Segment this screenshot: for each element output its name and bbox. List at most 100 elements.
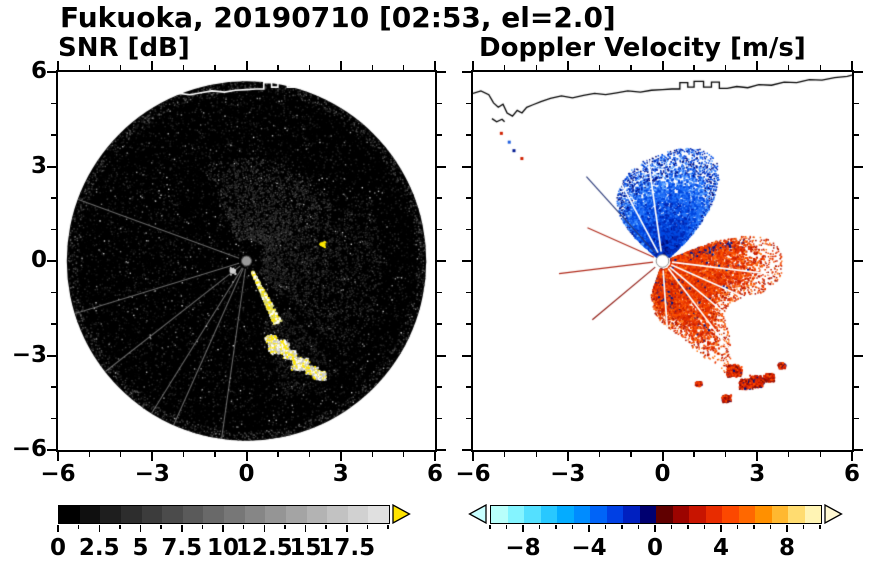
y-axis-tick xyxy=(854,323,859,325)
y-axis-tick xyxy=(854,417,859,420)
colorbar-tick xyxy=(819,525,821,529)
y-axis-tick xyxy=(462,71,471,73)
colorbar-segment xyxy=(557,506,574,523)
colorbar-segment xyxy=(203,506,224,523)
x-tick-label: 3 xyxy=(332,461,349,487)
colorbar-tick xyxy=(538,525,541,529)
colorbar-segment xyxy=(285,506,307,523)
colorbar-over-range-arrow xyxy=(391,503,411,524)
x-tick-label: 0 xyxy=(238,461,255,487)
x-axis-tick xyxy=(661,61,664,70)
x-tick-label: −3 xyxy=(134,461,170,487)
colorbar-segment xyxy=(788,506,805,523)
doppler-colorbar xyxy=(490,505,822,524)
x-axis-tick xyxy=(566,61,569,70)
x-axis-tick xyxy=(402,452,405,457)
colorbar-tick xyxy=(654,525,656,532)
colorbar-segment xyxy=(722,506,739,523)
x-axis-tick xyxy=(598,65,600,70)
snr-panel-title: SNR [dB] xyxy=(58,33,190,63)
x-axis-tick xyxy=(120,65,122,70)
y-axis-tick xyxy=(462,260,471,262)
colorbar-tick xyxy=(222,525,224,532)
x-tick-label: 0 xyxy=(654,461,671,487)
colorbar-segment xyxy=(182,506,204,523)
x-axis-tick xyxy=(566,452,569,461)
colorbar-tick xyxy=(284,525,286,529)
x-axis-tick xyxy=(756,61,759,70)
figure-title: Fukuoka, 20190710 [02:53, el=2.0] xyxy=(60,1,616,34)
colorbar-tick xyxy=(703,525,706,529)
x-axis-tick xyxy=(535,452,537,457)
colorbar-tick-label: 10 xyxy=(206,535,240,561)
x-tick-label: −6 xyxy=(455,461,491,487)
x-axis-tick xyxy=(434,61,436,70)
colorbar-tick-label: 0 xyxy=(49,535,67,561)
y-axis-tick xyxy=(51,134,56,136)
colorbar-tick xyxy=(637,525,640,529)
colorbar-tick xyxy=(522,525,524,532)
y-axis-tick xyxy=(466,291,471,294)
y-axis-tick xyxy=(437,386,442,388)
y-axis-tick xyxy=(462,449,471,451)
colorbar-tick xyxy=(687,525,689,529)
colorbar-segment xyxy=(59,506,80,523)
x-axis-tick xyxy=(277,452,279,457)
colorbar-tick-label: 4 xyxy=(712,535,730,561)
colorbar-segment xyxy=(224,506,245,523)
y-axis-tick xyxy=(466,102,471,105)
colorbar-segment xyxy=(689,506,706,523)
colorbar-tick-label: −8 xyxy=(505,535,541,561)
x-axis-tick xyxy=(472,452,474,461)
colorbar-segment xyxy=(672,506,689,523)
colorbar-over-range-arrow xyxy=(823,503,843,524)
colorbar-segment xyxy=(540,506,557,523)
x-axis-tick xyxy=(725,65,727,70)
y-axis-tick xyxy=(51,417,56,420)
colorbar-tick xyxy=(139,525,142,532)
y-axis-tick xyxy=(462,354,471,357)
y-axis-tick xyxy=(854,134,859,136)
colorbar-tick-label: 15 xyxy=(289,535,322,561)
y-axis-tick xyxy=(437,260,446,262)
y-axis-tick xyxy=(854,291,859,294)
y-axis-tick xyxy=(854,228,859,231)
y-axis-tick xyxy=(51,386,56,388)
y-axis-tick xyxy=(437,134,442,136)
colorbar-tick xyxy=(160,525,162,529)
y-axis-tick xyxy=(466,417,471,420)
y-axis-tick xyxy=(466,323,471,325)
colorbar-segment xyxy=(327,506,348,523)
colorbar-segment xyxy=(306,506,328,523)
x-axis-tick xyxy=(503,65,506,70)
colorbar-tick-label: 17.5 xyxy=(318,535,376,561)
y-tick-label: 3 xyxy=(30,152,47,179)
y-axis-tick xyxy=(437,449,446,451)
y-axis-tick xyxy=(47,354,56,357)
x-axis-tick xyxy=(151,452,154,461)
y-axis-tick xyxy=(51,228,56,231)
x-axis-tick xyxy=(88,65,91,70)
y-axis-tick xyxy=(47,260,56,262)
colorbar-segment xyxy=(120,506,142,523)
colorbar-tick xyxy=(325,525,327,529)
y-axis-tick xyxy=(51,291,56,294)
snr-radar-image xyxy=(58,72,435,450)
colorbar-tick xyxy=(588,525,590,532)
x-axis-tick xyxy=(151,61,154,70)
doppler-radar-image xyxy=(473,72,852,450)
colorbar-segment xyxy=(606,506,623,523)
y-axis-tick xyxy=(437,197,442,199)
x-axis-tick xyxy=(693,452,695,457)
colorbar-tick xyxy=(720,525,722,532)
x-tick-label: 6 xyxy=(426,461,444,487)
y-tick-label: 0 xyxy=(30,247,47,273)
y-axis-tick xyxy=(437,291,442,294)
y-axis-tick xyxy=(466,228,471,231)
x-tick-label: 3 xyxy=(749,461,766,487)
x-axis-tick xyxy=(598,452,600,457)
y-axis-tick xyxy=(437,102,442,105)
y-axis-tick xyxy=(466,197,471,199)
y-axis-tick xyxy=(437,71,446,73)
y-tick-label: 6 xyxy=(30,58,47,84)
